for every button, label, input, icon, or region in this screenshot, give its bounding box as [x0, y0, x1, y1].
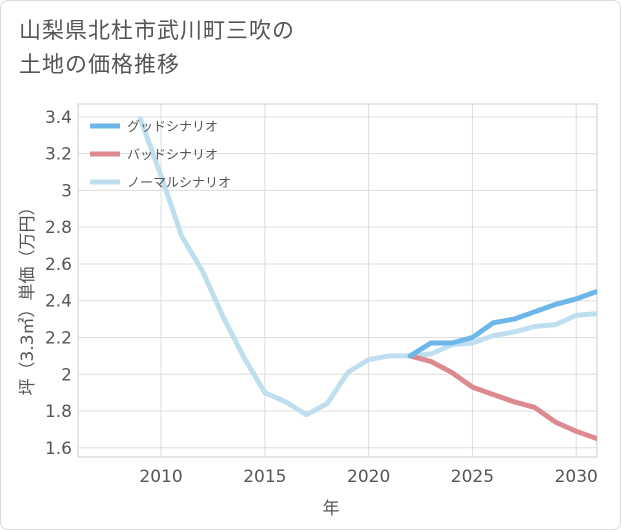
x-tick-label: 2025 — [451, 467, 494, 487]
y-tick-label: 2 — [61, 365, 72, 385]
legend-label: ノーマルシナリオ — [127, 176, 231, 191]
series-line-2 — [407, 353, 597, 442]
series-line-1 — [407, 289, 597, 359]
chart-title: 山梨県北杜市武川町三吹の 土地の価格推移 — [19, 19, 296, 78]
y-tick-label: 3.4 — [45, 108, 72, 128]
series-lines — [137, 116, 597, 442]
y-tick-label: 2.8 — [45, 218, 72, 238]
y-tick-label: 3 — [61, 181, 72, 201]
y-tick-label: 2.2 — [45, 328, 72, 348]
x-tick-label: 2020 — [347, 467, 390, 487]
x-axis-label: 年 — [323, 499, 340, 519]
grid — [77, 103, 598, 458]
plot-frame — [77, 103, 598, 458]
y-tick-label: 2.4 — [45, 292, 72, 312]
y-tick-label: 3.2 — [45, 145, 72, 165]
x-tick-label: 2010 — [139, 467, 182, 487]
legend-label: グッドシナリオ — [127, 120, 218, 135]
axis-ticks: 1.6 1.8 2 2.2 2.4 2.6 2.8 3 3.2 3.4 2010 2015 2020 20… — [45, 108, 598, 487]
y-tick-label: 1.8 — [45, 402, 72, 422]
series-line-3 — [137, 116, 597, 418]
y-tick-label: 2.6 — [45, 255, 72, 275]
y-tick-label: 1.6 — [45, 439, 72, 459]
legend-label: バッドシナリオ — [127, 148, 218, 163]
y-axis-label: 坪（3.3㎡）単価（万円） — [18, 198, 38, 395]
x-tick-label: 2030 — [555, 467, 598, 487]
x-tick-label: 2015 — [243, 467, 286, 487]
